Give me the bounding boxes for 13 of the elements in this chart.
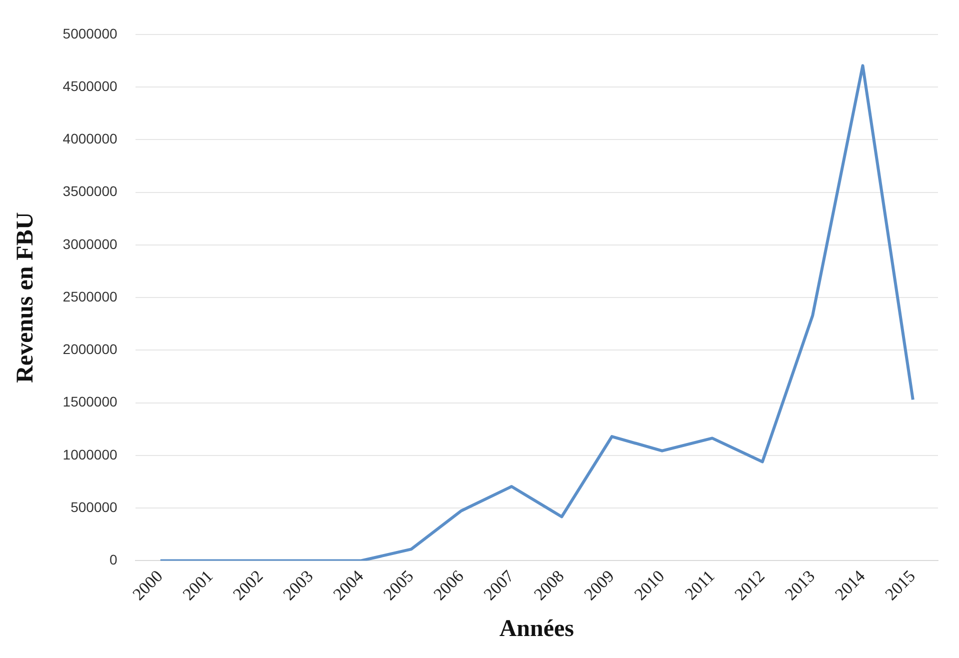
y-tick-label: 2000000	[62, 341, 118, 358]
x-axis-title: Années	[499, 616, 574, 642]
y-tick-label: 5000000	[62, 25, 118, 42]
y-tick-label: 3500000	[62, 183, 118, 200]
y-tick-label: 1000000	[62, 446, 118, 462]
y-tick-label: 3000000	[62, 236, 118, 252]
y-axis-title: Revenus en FBU	[12, 212, 39, 383]
y-tick-label: 500000	[70, 498, 118, 515]
y-tick-label: 1500000	[62, 394, 118, 410]
y-tick-label: 4500000	[62, 78, 118, 94]
y-tick-label: 0	[110, 552, 118, 568]
y-tick-label: 2500000	[62, 288, 118, 304]
y-tick-label: 4000000	[62, 130, 118, 147]
